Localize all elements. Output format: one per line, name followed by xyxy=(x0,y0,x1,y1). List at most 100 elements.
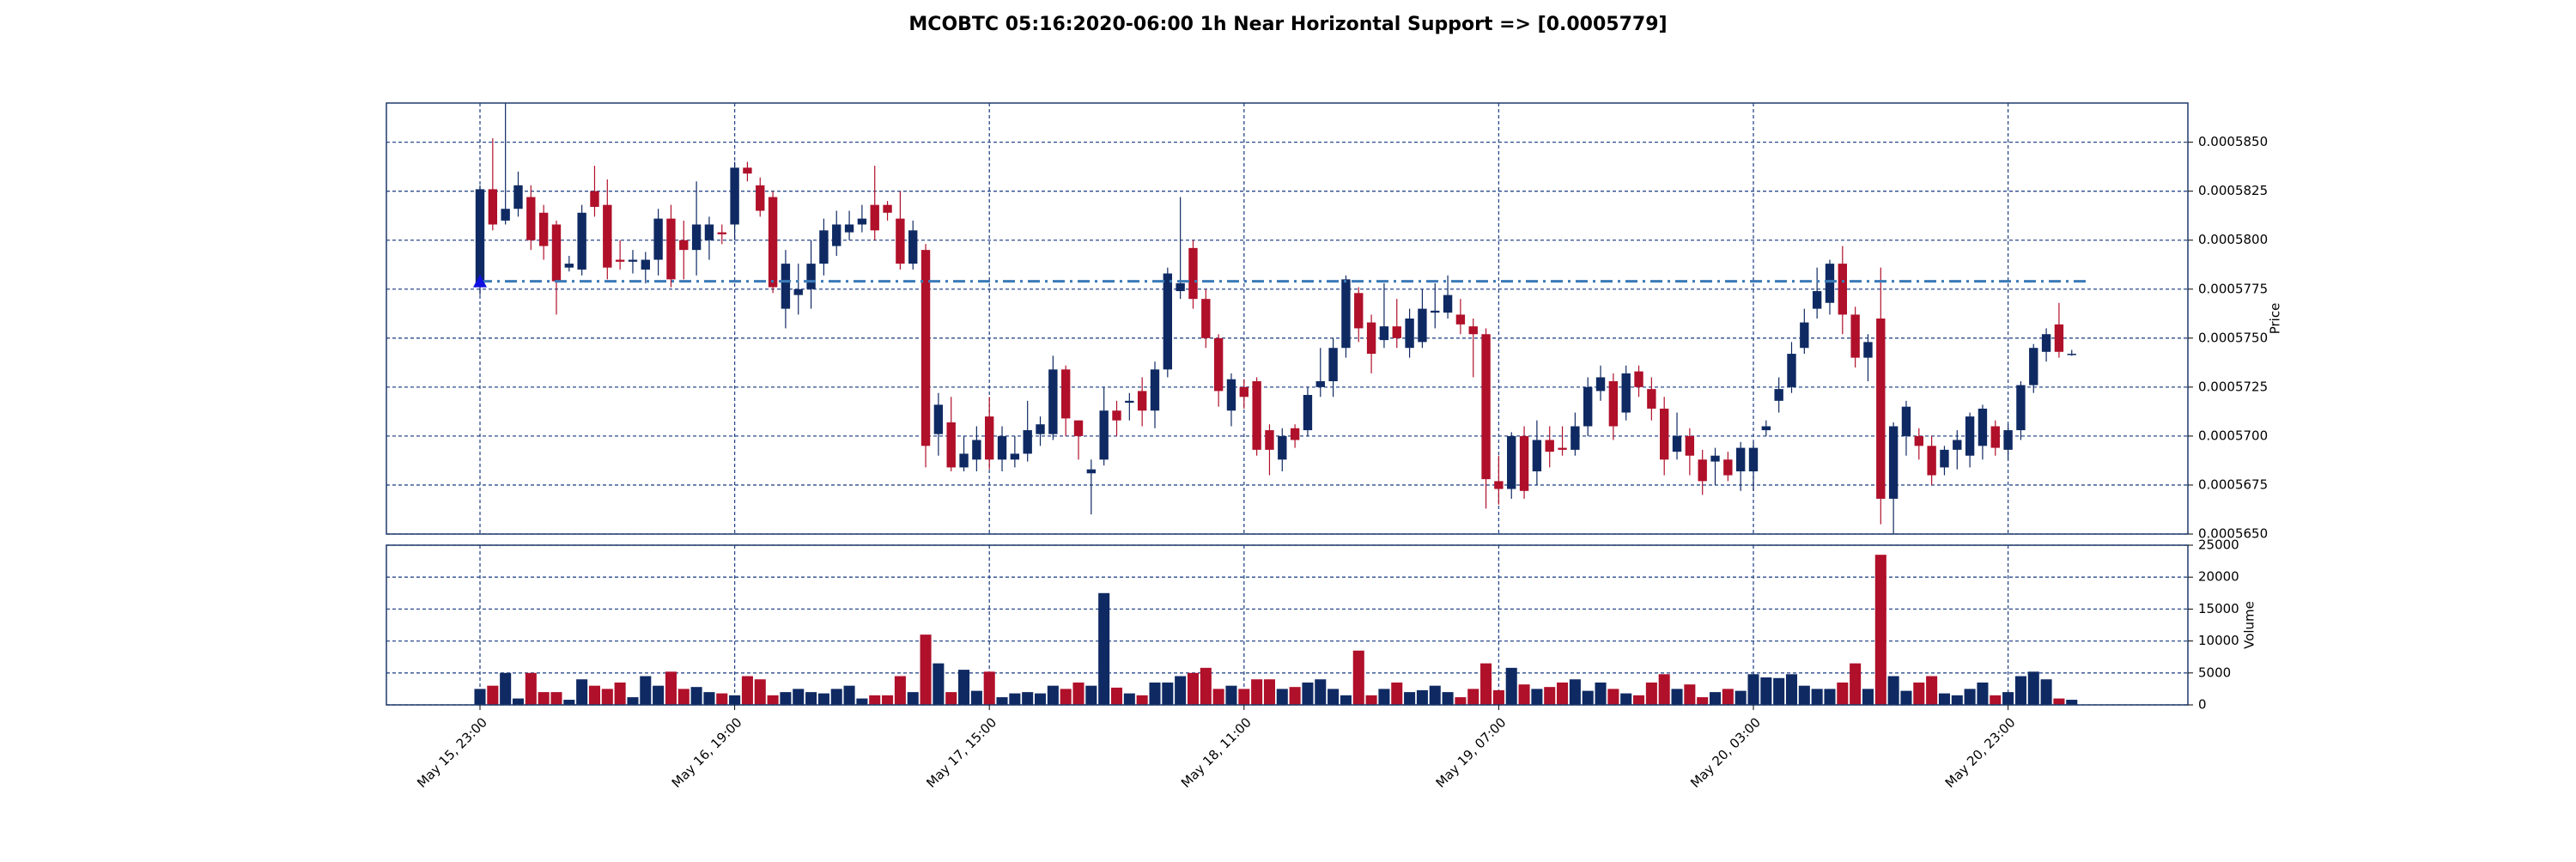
candle-body xyxy=(501,209,510,221)
candle-body xyxy=(946,422,956,468)
candle-body xyxy=(1761,426,1771,431)
candle-body xyxy=(513,185,523,209)
volume-bar xyxy=(550,692,562,705)
candle-body xyxy=(653,218,663,260)
candle-body xyxy=(538,212,549,246)
volume-bar xyxy=(1658,674,1670,705)
candle-body xyxy=(1723,459,1733,476)
candle-body xyxy=(666,218,676,280)
candle-body xyxy=(997,435,1007,460)
volume-bar xyxy=(1480,663,1492,705)
volume-bar xyxy=(2040,679,2052,705)
volume-axis-label: Volume xyxy=(2242,601,2257,649)
volume-bar xyxy=(1060,689,1072,705)
candle-body xyxy=(1608,381,1619,427)
volume-bar xyxy=(1900,690,1912,705)
volume-bar xyxy=(665,671,677,705)
volume-bar xyxy=(1964,689,1976,705)
candle-body xyxy=(1953,440,1962,450)
candle-body xyxy=(526,197,536,240)
candle-body xyxy=(1226,379,1236,411)
candle-body xyxy=(1073,420,1084,436)
volume-bar xyxy=(588,685,600,705)
volume-bar xyxy=(627,697,639,705)
x-tick-label: May 19, 07:00 xyxy=(1433,714,1510,791)
y-tick-label: 0.0005775 xyxy=(2198,281,2268,296)
candle-body xyxy=(1481,334,1491,480)
candle-body xyxy=(1188,247,1198,300)
candle-body xyxy=(793,288,803,295)
candle-body xyxy=(1507,435,1516,489)
candle-body xyxy=(1176,282,1185,292)
candle-body xyxy=(1659,408,1669,460)
candle-body xyxy=(1545,440,1554,452)
x-tick-label: May 18, 11:00 xyxy=(1178,714,1255,791)
volume-bar xyxy=(1340,695,1352,705)
candle-body xyxy=(1978,408,1988,446)
volume-bar xyxy=(1212,689,1224,705)
volume-bar xyxy=(1404,692,1416,705)
candle-body xyxy=(1672,435,1682,452)
volume-bar xyxy=(1850,663,1862,705)
volume-bar xyxy=(538,692,550,705)
volume-bar xyxy=(1098,592,1110,705)
candle-body xyxy=(1838,264,1848,315)
y-tick-label: 0.0005650 xyxy=(2198,526,2268,542)
volume-bar xyxy=(1416,689,1428,705)
volume-bar xyxy=(1785,674,1798,705)
volume-tick-label: 20000 xyxy=(2198,569,2239,585)
volume-bar xyxy=(869,695,881,705)
volume-bar xyxy=(1798,685,1810,705)
volume-bar xyxy=(1123,693,1135,705)
candle-body xyxy=(743,167,752,174)
volume-bar xyxy=(2027,671,2039,705)
candle-body xyxy=(1328,348,1338,382)
candle-body xyxy=(1023,430,1032,454)
volume-bar xyxy=(1684,684,1696,705)
volume-tick-label: 15000 xyxy=(2198,601,2239,616)
candle-body xyxy=(2054,324,2064,352)
volume-bar xyxy=(1977,682,1989,705)
volume-bar xyxy=(1607,689,1619,705)
candle-body xyxy=(1354,293,1364,329)
volume-bar xyxy=(1760,677,1772,705)
x-tick-label: May 16, 19:00 xyxy=(669,714,745,791)
candle-body xyxy=(1800,322,1809,349)
volume-bar xyxy=(1391,682,1403,705)
candle-body xyxy=(781,264,791,309)
volume-bar xyxy=(1276,689,1288,705)
candle-body xyxy=(1940,449,1949,468)
volume-bar xyxy=(1544,687,1556,705)
volume-bar xyxy=(1722,689,1734,705)
price-frame xyxy=(386,102,2189,535)
candle-body xyxy=(1431,310,1440,313)
candle-body xyxy=(1366,322,1376,355)
volume-bar xyxy=(2066,700,2078,705)
candle-body xyxy=(1239,386,1249,398)
volume-bar xyxy=(487,685,499,705)
volume-bar xyxy=(2053,698,2065,705)
volume-bar xyxy=(1773,677,1785,705)
volume-bar xyxy=(1110,687,1123,705)
candle-body xyxy=(1812,291,1822,309)
candle-body xyxy=(1532,440,1542,471)
volume-bar xyxy=(1874,555,1886,705)
candle-body xyxy=(1418,308,1427,343)
volume-bar xyxy=(1034,693,1047,705)
volume-bar xyxy=(677,689,690,705)
volume-bar xyxy=(1938,693,1950,705)
y-axis-label: Price xyxy=(2268,303,2283,335)
candle-body xyxy=(2003,430,2013,450)
candle-body xyxy=(806,264,816,289)
candle-body xyxy=(1990,426,2000,448)
volume-bar xyxy=(767,695,779,705)
volume-bar xyxy=(1009,693,1021,705)
volume-bar xyxy=(1862,689,1874,705)
candle-body xyxy=(1443,294,1453,313)
volume-bar xyxy=(1263,679,1275,705)
candle-body xyxy=(972,440,981,460)
candle-body xyxy=(1137,391,1147,411)
candle-body xyxy=(1735,447,1746,471)
volume-bar xyxy=(1442,692,1454,705)
